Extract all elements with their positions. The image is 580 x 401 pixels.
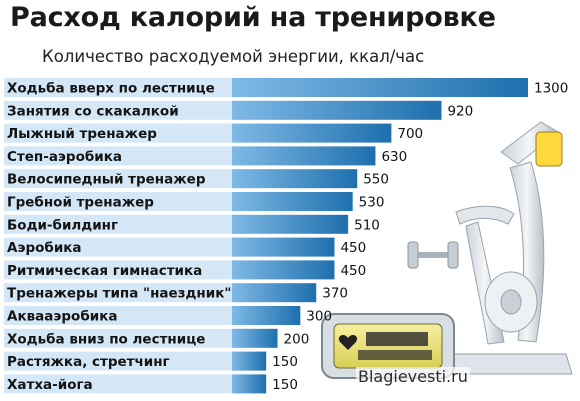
- category-band: [4, 169, 244, 189]
- bar: [232, 328, 278, 348]
- category-label: Растяжка, стретчинг: [7, 354, 170, 370]
- bar: [232, 237, 335, 257]
- category-label: Тренажеры типа "наездник": [7, 286, 231, 302]
- category-band: [4, 214, 244, 234]
- category-label: Хатха-йога: [7, 377, 93, 393]
- bar: [232, 260, 335, 280]
- category-label: Ритмическая гимнастика: [7, 263, 202, 279]
- category-label: Аэробика: [7, 240, 82, 256]
- value-label: 510: [354, 217, 380, 233]
- bar: [232, 78, 528, 97]
- value-label: 920: [447, 103, 473, 119]
- category-band: [4, 237, 244, 257]
- category-band: [4, 374, 244, 394]
- value-label: 700: [397, 126, 423, 142]
- value-label: 530: [359, 195, 385, 211]
- category-label: Аквааэробика: [7, 309, 117, 325]
- category-label: Степ-аэробика: [7, 149, 122, 165]
- category-label: Ходьба вниз по лестнице: [7, 331, 205, 347]
- category-band: [4, 123, 244, 143]
- chart-subtitle: Количество расходуемой энергии, ккал/час: [42, 47, 425, 66]
- chart-title: Расход калорий на тренировке: [10, 2, 496, 33]
- category-band: [4, 283, 244, 303]
- category-label: Занятия со скакалкой: [7, 103, 179, 119]
- bar: [232, 169, 358, 189]
- category-band: [4, 78, 244, 97]
- value-label: 150: [272, 377, 298, 393]
- category-label: Велосипедный тренажер: [7, 172, 206, 188]
- category-label: Боди-билдинг: [7, 217, 118, 233]
- category-band: [4, 100, 244, 120]
- category-band: [4, 146, 244, 166]
- category-band: [4, 351, 244, 371]
- category-band: [4, 328, 244, 348]
- bar: [232, 374, 267, 394]
- bar: [232, 351, 267, 371]
- value-label: 200: [284, 331, 310, 347]
- value-label: 630: [381, 149, 407, 165]
- site-credit: Blagievesti.ru: [356, 367, 470, 386]
- bar: [232, 306, 301, 325]
- category-band: [4, 306, 244, 325]
- category-band: [4, 260, 244, 280]
- heart-rate-monitor-icon: [321, 313, 455, 379]
- value-label: 150: [272, 354, 298, 370]
- category-label: Ходьба вверх по лестнице: [7, 81, 215, 97]
- value-label: 450: [340, 240, 366, 256]
- value-label: 1300: [534, 81, 568, 97]
- bar: [232, 192, 353, 211]
- value-label: 550: [363, 172, 389, 188]
- bar: [232, 146, 376, 166]
- bar: [232, 123, 392, 143]
- bar: [232, 283, 317, 303]
- value-label: 370: [322, 286, 348, 302]
- bar: [232, 214, 349, 234]
- bar: [232, 100, 442, 120]
- value-label: 450: [340, 263, 366, 279]
- value-label: 300: [306, 309, 332, 325]
- dumbbell-icon: [407, 241, 459, 269]
- category-band: [4, 192, 244, 211]
- category-label: Лыжный тренажер: [7, 126, 157, 142]
- category-label: Гребной тренажер: [7, 195, 154, 211]
